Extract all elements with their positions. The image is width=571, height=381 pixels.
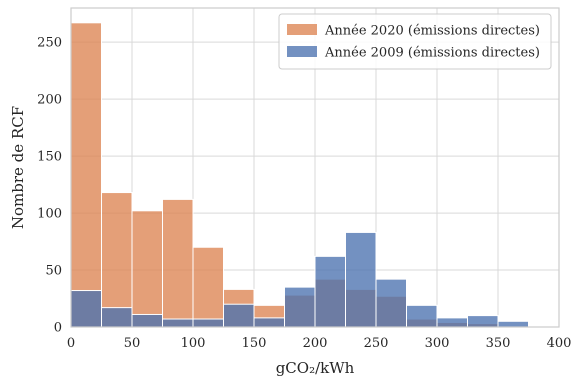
bar-2009: [253, 317, 285, 328]
bar-2009: [345, 231, 377, 328]
x-tick-label: 350: [486, 336, 511, 351]
y-axis-ticks: 0 50 100 150 200 250: [37, 36, 62, 336]
bars: [70, 22, 529, 328]
bar-2020: [162, 198, 194, 328]
plot-frame: [70, 7, 560, 328]
x-tick-label: 150: [242, 336, 267, 351]
bar-2020: [131, 210, 163, 328]
axes-border: [70, 7, 560, 328]
bar-2020: [192, 246, 224, 328]
x-axis-ticks: 0 50 100 150 200 250 300 350 400: [67, 336, 571, 351]
y-tick-label: 200: [37, 93, 62, 108]
bar-2009: [131, 313, 163, 328]
y-tick-label: 250: [37, 36, 62, 51]
legend-swatch: [287, 46, 317, 57]
y-axis-label: Nombre de RCF: [9, 106, 27, 229]
bar-2009: [497, 320, 529, 328]
legend: Année 2020 (émissions directes) Année 200…: [278, 13, 552, 70]
x-tick-label: 100: [181, 336, 206, 351]
bar-2009: [436, 317, 468, 328]
x-tick-label: 300: [425, 336, 450, 351]
x-axis-label: gCO₂/kWh: [276, 359, 355, 377]
x-tick-label: 250: [364, 336, 389, 351]
bar-2009: [406, 304, 438, 328]
bar-2020: [101, 192, 133, 328]
x-tick-label: 50: [124, 336, 141, 351]
bar-2009: [375, 278, 407, 328]
bar-2009: [284, 286, 316, 328]
y-tick-label: 50: [45, 264, 62, 279]
bar-2009: [192, 318, 224, 328]
x-tick-label: 200: [303, 336, 328, 351]
x-tick-label: 400: [547, 336, 571, 351]
bar-2009: [467, 315, 499, 328]
y-tick-label: 150: [37, 150, 62, 165]
bar-2009: [101, 307, 133, 328]
bar-2009: [223, 303, 255, 328]
x-tick-label: 0: [67, 336, 75, 351]
legend-entry-label: Année 2020 (émissions directes): [324, 24, 540, 39]
bar-2009: [70, 290, 102, 328]
legend-entry-label: Année 2009 (émissions directes): [324, 46, 540, 61]
bar-2009: [314, 255, 346, 328]
legend-swatch: [287, 24, 317, 35]
y-tick-label: 100: [37, 207, 62, 222]
bar-2020: [70, 22, 102, 328]
bar-2009: [162, 318, 194, 328]
legend-box: [278, 13, 552, 70]
y-tick-label: 0: [54, 321, 62, 336]
